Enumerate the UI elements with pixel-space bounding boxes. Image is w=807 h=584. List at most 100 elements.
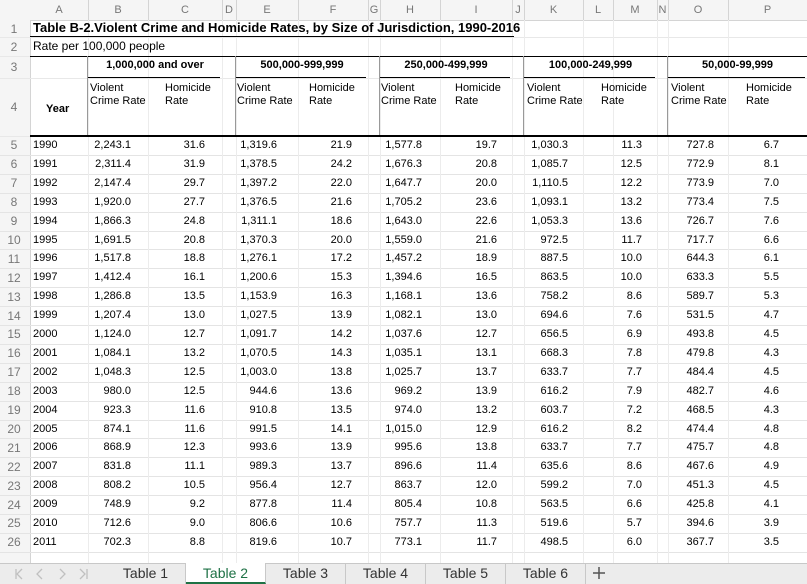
header-top-line <box>30 56 807 57</box>
row-gridline <box>0 211 807 213</box>
row-number: 6 <box>10 157 18 172</box>
sheet-tab[interactable]: Table 6 <box>506 563 586 584</box>
value-cell: 1,035.1 <box>385 346 422 359</box>
sheet-tab[interactable]: Table 1 <box>106 563 186 584</box>
value-cell: 1,093.1 <box>531 195 568 208</box>
group-header: 250,000-499,999 <box>404 59 488 71</box>
value-cell: 4.5 <box>763 365 779 378</box>
sheet-nav[interactable] <box>14 566 104 582</box>
value-cell: 4.8 <box>763 422 779 435</box>
value-cell: 6.9 <box>626 328 642 340</box>
year-cell: 1991 <box>33 157 58 170</box>
sheet-tab[interactable]: Table 5 <box>426 563 506 584</box>
value-cell: 633.3 <box>686 271 714 284</box>
row-gridline <box>0 514 807 515</box>
value-cell: 7.0 <box>626 479 642 492</box>
value-cell: 7.8 <box>626 346 642 359</box>
year-cell: 1990 <box>33 139 58 151</box>
value-cell: 1,643.0 <box>385 214 422 227</box>
value-cell: 4.3 <box>763 346 779 359</box>
value-cell: 493.8 <box>686 328 714 340</box>
column-divider <box>440 0 441 20</box>
value-cell: 1,030.3 <box>531 139 568 151</box>
value-cell: 589.7 <box>686 290 714 303</box>
value-cell: 29.7 <box>183 176 205 189</box>
column-header: Violent Crime Rate <box>237 82 293 107</box>
add-sheet[interactable] <box>591 565 607 581</box>
value-cell: 5.5 <box>763 271 779 284</box>
value-cell: 758.2 <box>540 290 568 303</box>
sheet-tab[interactable]: Table 4 <box>346 563 426 584</box>
value-cell: 7.5 <box>763 195 779 208</box>
column-header: Homicide Rate <box>455 82 501 107</box>
value-cell: 1,053.3 <box>531 214 568 227</box>
column-divider <box>148 0 149 20</box>
title-underline <box>30 36 514 37</box>
column-header: Homicide Rate <box>165 82 211 107</box>
value-cell: 11.6 <box>184 403 205 416</box>
value-cell: 1,866.3 <box>94 214 131 227</box>
column-header: Homicide Rate <box>309 82 355 107</box>
row-number: 16 <box>7 346 21 361</box>
value-cell: 498.5 <box>540 535 568 548</box>
column-letter: I <box>474 4 478 16</box>
value-cell: 805.4 <box>394 498 422 511</box>
value-cell: 13.8 <box>330 365 352 378</box>
value-cell: 8.1 <box>763 157 779 170</box>
column-divider <box>668 0 669 20</box>
value-cell: 1,397.2 <box>240 176 277 189</box>
value-cell: 10.8 <box>475 498 497 511</box>
value-cell: 1,920.0 <box>94 195 131 208</box>
value-cell: 1,276.1 <box>240 252 277 265</box>
sheet-tab[interactable]: Table 2 <box>186 563 266 584</box>
column-gridline <box>88 20 89 563</box>
value-cell: 20.0 <box>330 233 352 246</box>
value-cell: 656.5 <box>540 328 568 340</box>
row-number: 17 <box>7 365 21 380</box>
row-number: 18 <box>7 384 21 399</box>
group-header: 1,000,000 and over <box>106 59 204 71</box>
sheet-tab[interactable]: Table 3 <box>266 563 346 584</box>
column-gridline <box>524 20 525 563</box>
group-divider <box>87 56 88 136</box>
value-cell: 2,311.4 <box>95 157 131 170</box>
row-number: 7 <box>10 176 18 191</box>
value-cell: 6.0 <box>626 535 642 548</box>
value-cell: 3.9 <box>763 517 779 529</box>
value-cell: 863.5 <box>540 271 568 284</box>
value-cell: 12.5 <box>183 384 205 397</box>
row-gridline <box>0 495 807 497</box>
column-gridline <box>613 20 614 563</box>
column-letter: O <box>693 4 703 16</box>
year-cell: 1994 <box>33 214 58 227</box>
value-cell: 14.2 <box>330 328 352 340</box>
value-cell: 22.0 <box>330 176 352 189</box>
row-gridline <box>0 306 807 308</box>
row-gridline <box>0 343 807 345</box>
value-cell: 16.5 <box>475 271 497 284</box>
value-cell: 10.5 <box>183 479 205 492</box>
value-cell: 425.8 <box>686 498 714 511</box>
row-gridline <box>0 154 807 156</box>
value-cell: 10.0 <box>620 271 642 284</box>
column-divider <box>728 0 729 20</box>
value-cell: 394.6 <box>686 517 714 529</box>
value-cell: 1,015.0 <box>385 422 422 435</box>
row-gridline <box>0 173 807 175</box>
value-cell: 11.7 <box>476 535 497 548</box>
column-gridline <box>236 20 237 563</box>
row-gridline <box>0 532 807 534</box>
value-cell: 972.5 <box>540 233 568 246</box>
value-cell: 956.4 <box>249 479 277 492</box>
value-cell: 773.1 <box>394 535 422 548</box>
column-header: Violent Crime Rate <box>671 82 727 107</box>
row-number: 23 <box>7 478 21 493</box>
value-cell: 644.3 <box>686 252 714 265</box>
value-cell: 3.5 <box>763 535 779 548</box>
value-cell: 1,070.5 <box>240 346 277 359</box>
value-cell: 603.7 <box>540 403 568 416</box>
value-cell: 1,370.3 <box>240 233 277 246</box>
year-cell: 2001 <box>33 346 58 359</box>
column-header: Violent Crime Rate <box>90 82 146 107</box>
value-cell: 468.5 <box>686 403 714 416</box>
